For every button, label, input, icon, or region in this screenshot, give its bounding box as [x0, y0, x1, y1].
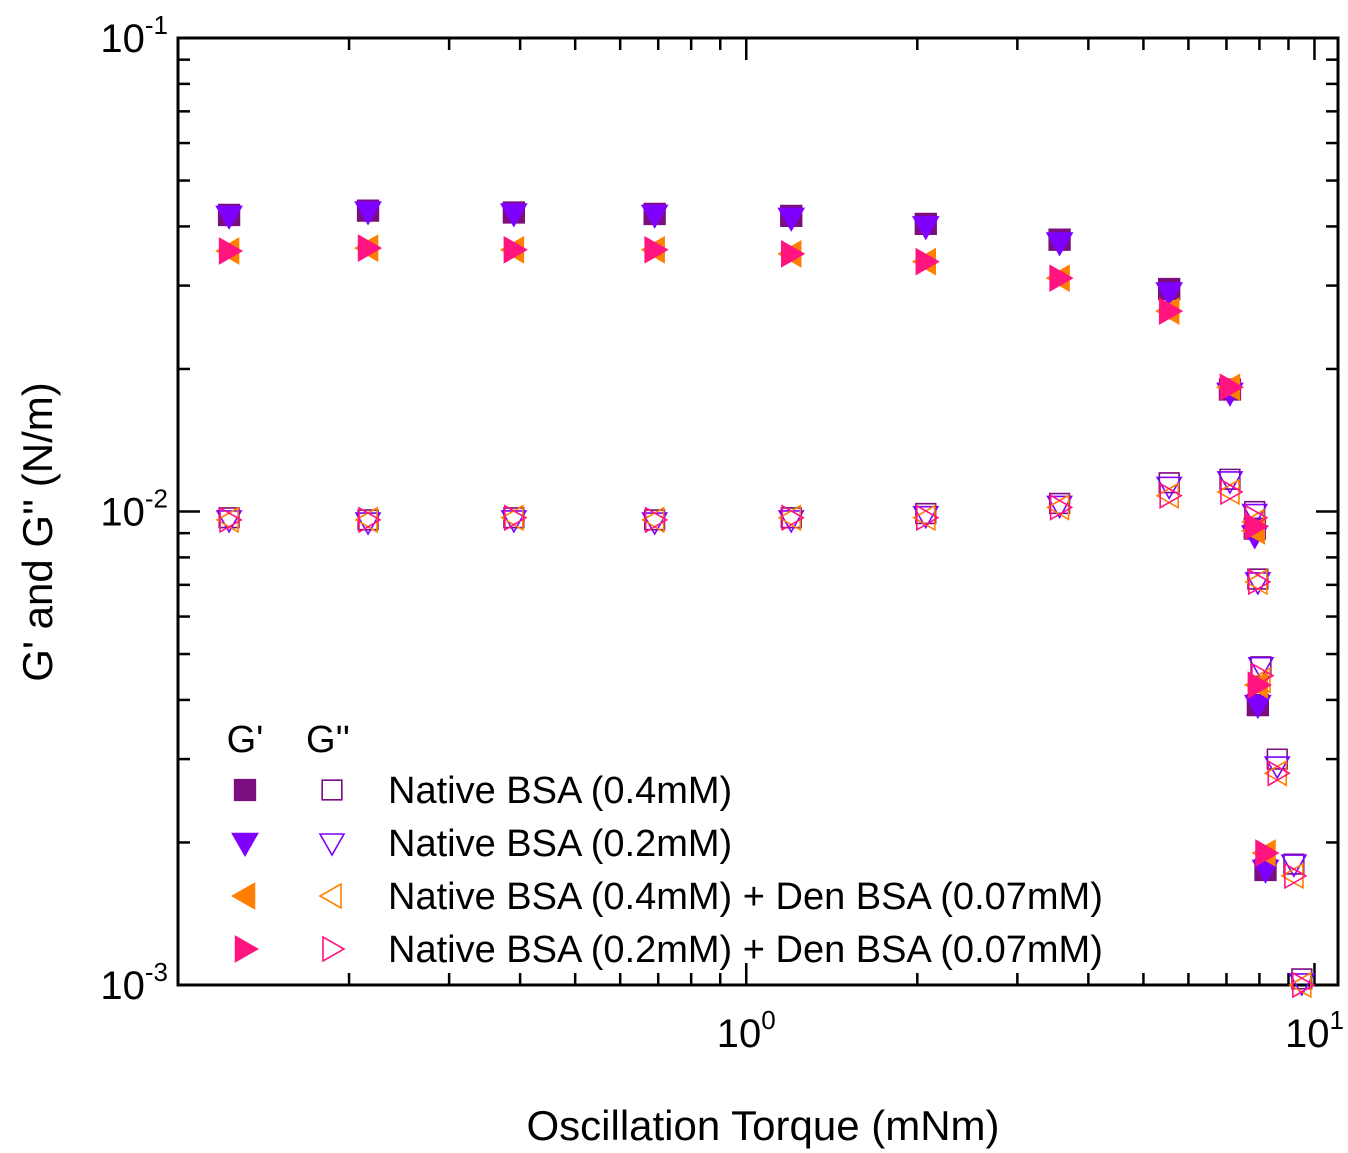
- data-point-gdoubleprime: [358, 506, 382, 534]
- data-point-gprime: [1045, 232, 1074, 257]
- data-point-gdoubleprime: [777, 504, 802, 532]
- data-point-gdoubleprime: [1045, 494, 1070, 521]
- data-markers: [215, 199, 1316, 999]
- legend-header-gdoubleprime: G'': [306, 719, 350, 761]
- y-tick-label: 10-1: [100, 10, 168, 61]
- series-group: [217, 199, 1313, 990]
- data-point-gdoubleprime: [1046, 495, 1073, 520]
- axis-ticks: [176, 36, 1338, 987]
- data-point-gdoubleprime: [1291, 968, 1313, 990]
- legend-marker-open: [322, 935, 346, 963]
- legend-marker-filled: [234, 935, 260, 963]
- data-point-gdoubleprime: [1247, 656, 1275, 681]
- data-point-gprime: [777, 207, 806, 232]
- data-point-gdoubleprime: [1288, 973, 1316, 997]
- data-point-gdoubleprime: [1263, 759, 1288, 787]
- data-point-gdoubleprime: [500, 504, 524, 532]
- y-axis-title: G' and G'' (N/m): [14, 382, 61, 681]
- legend-label: Native BSA (0.2mM): [388, 823, 732, 865]
- data-point-gdoubleprime: [915, 504, 940, 532]
- legend-marker-filled: [230, 882, 256, 910]
- data-point-gdoubleprime: [1158, 472, 1180, 494]
- data-point-gprime: [644, 235, 669, 264]
- data-point-gprime: [1219, 373, 1244, 402]
- legend-label: Native BSA (0.2mM) + Den BSA (0.07mM): [388, 929, 1103, 971]
- legend: G' G'' Native BSA (0.4mM) Native BSA (0.2mM…: [227, 719, 1103, 971]
- data-point-gprime: [354, 201, 382, 226]
- data-point-gprime: [1247, 671, 1272, 699]
- data-point-gdoubleprime: [912, 504, 936, 532]
- data-point-gprime: [1155, 282, 1184, 307]
- data-point-gdoubleprime: [354, 506, 378, 534]
- data-point-gdoubleprime: [1159, 482, 1183, 510]
- data-point-gdoubleprime: [1216, 478, 1240, 506]
- data-point-gdoubleprime: [780, 507, 802, 529]
- data-point-gprime: [780, 240, 806, 268]
- axis-tick-labels: 100 101 10-1 10-2 10-3: [100, 10, 1344, 1056]
- data-point-gdoubleprime: [215, 506, 239, 534]
- legend-label: Native BSA (0.4mM): [388, 770, 732, 812]
- data-point-gdoubleprime: [357, 509, 379, 531]
- data-point-gdoubleprime: [644, 509, 666, 531]
- data-point-gdoubleprime: [912, 505, 940, 530]
- plot-border: [176, 36, 1340, 987]
- data-point-gdoubleprime: [641, 506, 665, 534]
- series-group: [218, 234, 1316, 999]
- plot-frame: [176, 36, 1340, 987]
- data-point-gprime: [218, 237, 244, 265]
- data-point-gdoubleprime: [503, 507, 525, 529]
- data-point-gdoubleprime: [1248, 568, 1272, 596]
- data-point-gdoubleprime: [644, 506, 669, 534]
- legend-marker-filled: [231, 832, 259, 858]
- data-point-gdoubleprime: [504, 504, 528, 532]
- data-point-gprime: [640, 204, 669, 229]
- data-point-gdoubleprime: [1244, 504, 1269, 532]
- data-point-gprime: [215, 205, 243, 230]
- data-point-gdoubleprime: [1219, 468, 1241, 490]
- data-point-gdoubleprime: [1244, 568, 1268, 596]
- data-point-gprime: [1255, 839, 1280, 867]
- data-point-gprime: [911, 216, 940, 241]
- data-point-gdoubleprime: [1280, 862, 1304, 890]
- legend-marker-open: [318, 833, 346, 857]
- data-point-gprime: [1049, 264, 1074, 293]
- legend-marker-open: [321, 779, 343, 801]
- x-tick-label: 101: [1285, 1005, 1344, 1056]
- data-point-gdoubleprime: [781, 504, 805, 532]
- legend-marker-filled: [233, 778, 257, 802]
- data-point-gprime: [1158, 297, 1184, 325]
- x-tick-label: 100: [717, 1005, 776, 1056]
- data-point-gprime: [915, 247, 940, 276]
- legend-marker-open: [318, 882, 342, 910]
- data-point-gdoubleprime: [1288, 971, 1312, 999]
- data-point-gprime: [503, 235, 528, 264]
- x-axis-title: Oscillation Torque (mNm): [526, 1102, 999, 1149]
- data-point-gdoubleprime: [1244, 572, 1272, 596]
- data-point-gprime: [357, 234, 383, 262]
- y-tick-label: 10-2: [100, 484, 168, 535]
- legend-header-gprime: G': [227, 719, 264, 761]
- data-point-gdoubleprime: [1267, 759, 1291, 787]
- y-tick-label: 10-3: [100, 957, 168, 1008]
- data-point-gprime: [500, 203, 528, 228]
- data-point-gdoubleprime: [1263, 756, 1291, 780]
- data-point-gdoubleprime: [219, 506, 243, 534]
- data-point-gdoubleprime: [1251, 662, 1275, 690]
- data-point-gdoubleprime: [215, 510, 243, 534]
- data-point-gdoubleprime: [1220, 478, 1244, 506]
- data-point-gdoubleprime: [1155, 476, 1183, 500]
- data-point-gprime: [1243, 694, 1272, 720]
- data-point-gdoubleprime: [1049, 494, 1074, 521]
- data-point-gdoubleprime: [1292, 971, 1316, 999]
- data-point-gdoubleprime: [1284, 862, 1308, 890]
- legend-label: Native BSA (0.4mM) + Den BSA (0.07mM): [388, 876, 1103, 918]
- data-point-gdoubleprime: [1155, 482, 1179, 510]
